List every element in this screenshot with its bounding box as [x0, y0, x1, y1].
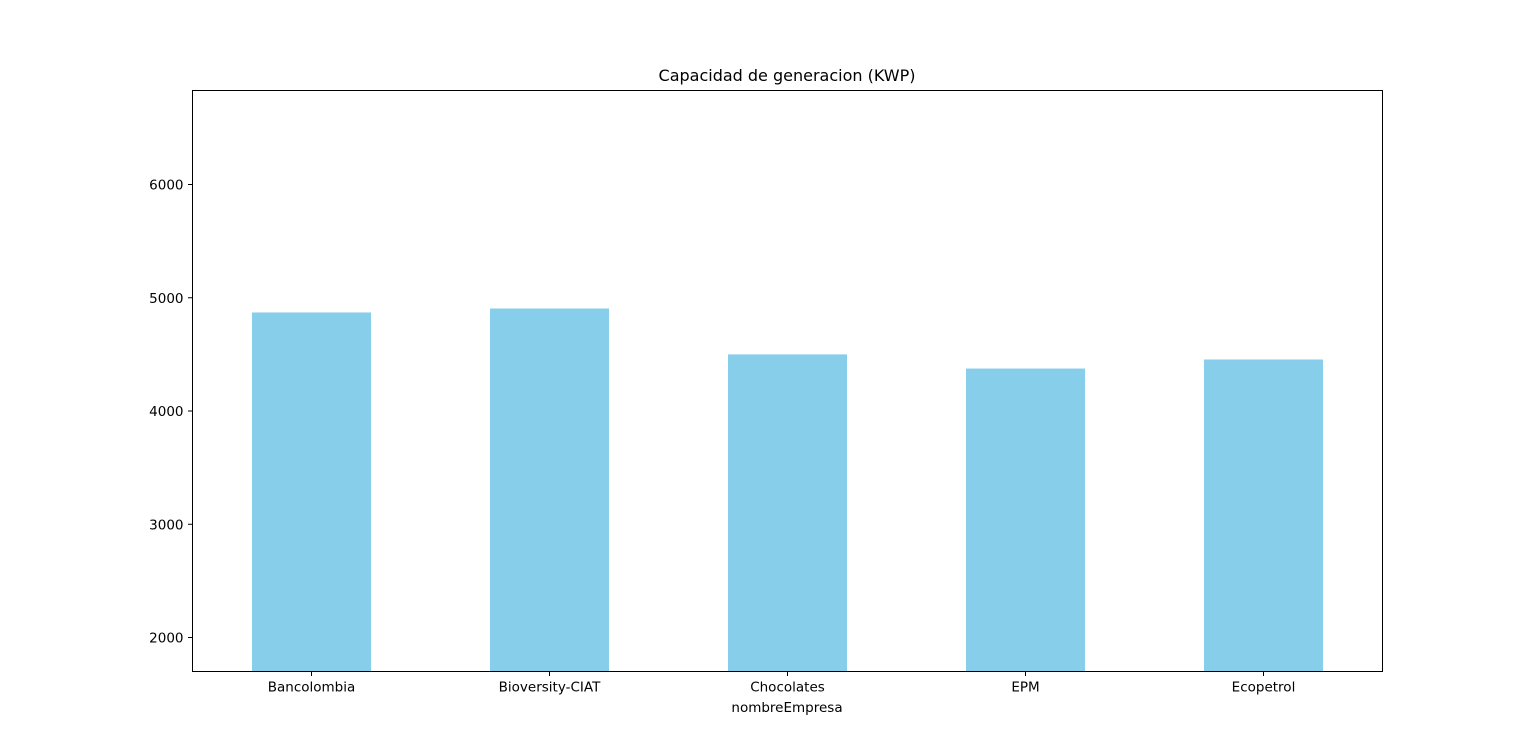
bars-layer: [252, 308, 1323, 672]
bar-ecopetrol: [1204, 359, 1323, 672]
x-tick-label: Bancolombia: [268, 680, 356, 696]
y-tick-label: 2000: [149, 631, 183, 647]
y-axis: 2000 3000 4000 5000 6000: [149, 178, 193, 647]
x-tick-label: Ecopetrol: [1232, 680, 1296, 696]
x-tick-label: EPM: [1011, 680, 1039, 696]
bar-chocolates: [728, 354, 847, 672]
x-tick-label: Chocolates: [750, 680, 825, 696]
y-tick-label: 4000: [149, 404, 183, 420]
x-tick-label: Bioversity-CIAT: [499, 680, 601, 696]
y-tick-label: 5000: [149, 291, 183, 307]
x-axis: Bancolombia Bioversity-CIAT Chocolates EPM E…: [268, 671, 1296, 696]
y-tick-label: 6000: [149, 178, 183, 194]
bar-epm: [966, 368, 1085, 672]
bar-bancolombia: [252, 312, 371, 672]
y-tick-label: 3000: [149, 517, 183, 533]
bar-bioversity-ciat: [490, 308, 609, 672]
chart-title: Capacidad de generacion (KWP): [659, 66, 916, 85]
x-axis-title: nombreEmpresa: [731, 700, 842, 716]
